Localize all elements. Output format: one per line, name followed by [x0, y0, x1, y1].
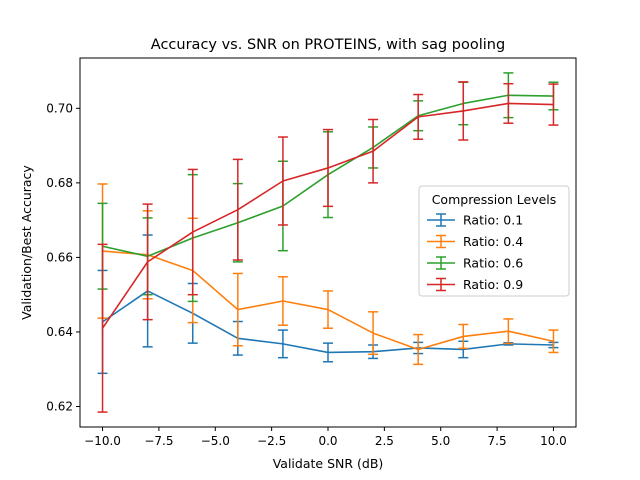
series-line [102, 250, 554, 351]
y-axis: 0.62 0.64 0.66 0.68 0.70 [46, 101, 80, 414]
legend-label: Ratio: 0.6 [463, 256, 523, 271]
series-group [97, 81, 559, 413]
legend-box [418, 185, 570, 297]
x-tick-label: 0.0 [318, 434, 337, 448]
x-tick-label: −10.0 [84, 434, 121, 448]
legend-label: Ratio: 0.9 [463, 277, 523, 292]
chart-title: Accuracy vs. SNR on PROTEINS, with sag p… [151, 37, 505, 53]
legend-label: Ratio: 0.4 [463, 234, 523, 249]
legend: Compression Levels Ratio: 0.1 Ratio: 0.4 R… [418, 185, 570, 297]
x-tick-label: 7.5 [488, 434, 507, 448]
x-tick-label: 2.5 [375, 434, 394, 448]
series-line [102, 290, 554, 354]
y-tick-label: 0.66 [46, 250, 73, 264]
y-tick-label: 0.70 [46, 101, 73, 115]
y-axis-label: Validation/Best Accuracy [19, 165, 34, 320]
y-tick-label: 0.68 [46, 176, 73, 190]
x-tick-label: −2.5 [257, 434, 286, 448]
x-tick-label: 5.0 [431, 434, 450, 448]
y-tick-label: 0.62 [46, 400, 73, 414]
x-tick-label: 10.0 [540, 434, 567, 448]
plot-area [97, 72, 559, 413]
x-axis: −10.0 −7.5 −5.0 −2.5 0.0 2.5 5.0 7.5 10.0 [84, 427, 567, 448]
y-tick-label: 0.64 [46, 325, 73, 339]
x-axis-label: Validate SNR (dB) [273, 456, 384, 471]
series-line [101, 102, 554, 329]
x-tick-label: −7.5 [144, 434, 173, 448]
legend-title: Compression Levels [432, 192, 557, 207]
x-tick-label: −5.0 [201, 434, 230, 448]
legend-label: Ratio: 0.1 [463, 213, 523, 228]
